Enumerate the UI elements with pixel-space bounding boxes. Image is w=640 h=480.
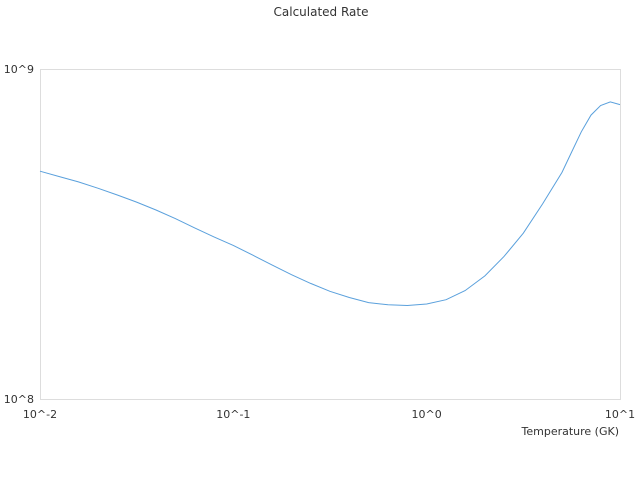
x-tick-label: 10^1 [605, 408, 635, 421]
y-tick-label: 10^8 [4, 393, 34, 406]
series-line [39, 101, 621, 307]
plot-frame [40, 69, 621, 400]
series-group [39, 101, 621, 307]
x-tick-label: 10^-1 [216, 408, 250, 421]
y-tick-labels: 10^9 10^8 [4, 63, 34, 406]
y-tick-label: 10^9 [4, 63, 34, 76]
chart-title: Calculated Rate [274, 5, 369, 19]
x-axis-title: Temperature (GK) [521, 425, 620, 438]
x-tick-label: 10^0 [412, 408, 442, 421]
x-tick-labels: 10^-2 10^-1 10^0 10^1 [23, 408, 635, 421]
x-tick-label: 10^-2 [23, 408, 57, 421]
